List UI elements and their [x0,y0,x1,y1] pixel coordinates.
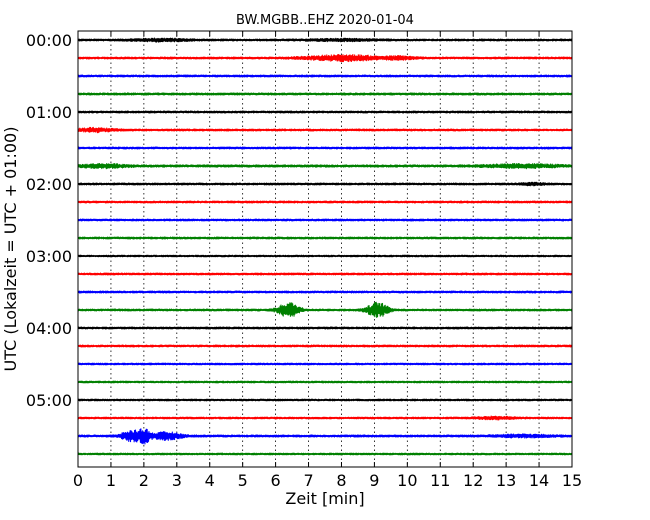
y-axis-ticks: 00:00 01:00 02:00 03:00 04:00 05:00 [26,31,572,410]
x-tick-label: 0 [73,471,83,490]
seismic-trace [77,37,573,43]
seismic-trace [77,254,573,258]
x-tick-label: 8 [336,471,346,490]
seismic-trace [77,110,573,114]
y-tick-label: 02:00 [26,175,72,194]
x-tick-label: 7 [303,471,313,490]
y-axis-label: UTC (Lokalzeit = UTC + 01:00) [1,127,20,372]
seismic-trace [77,380,573,384]
seismic-trace [77,326,573,330]
seismic-trace [77,290,573,294]
x-tick-label: 2 [139,471,149,490]
seismic-trace [77,162,573,170]
y-tick-label: 03:00 [26,247,72,266]
x-tick-label: 12 [463,471,483,490]
seismic-trace [77,428,573,445]
seismic-trace [77,415,573,421]
x-tick-label: 5 [238,471,248,490]
x-axis-ticks: 0 1 2 3 4 5 6 7 8 9 10 11 12 13 14 15 [73,31,582,490]
seismic-trace [77,398,573,402]
x-tick-label: 3 [172,471,182,490]
vertical-grid [110,31,540,467]
y-tick-label: 00:00 [26,31,72,50]
x-tick-label: 13 [496,471,516,490]
x-tick-label: 9 [369,471,379,490]
seismic-trace [77,272,573,276]
seismic-trace [77,92,573,96]
y-tick-label: 04:00 [26,319,72,338]
x-axis-label: Zeit [min] [285,489,364,508]
seismic-trace [77,236,573,240]
x-tick-label: 15 [562,471,582,490]
x-tick-label: 11 [430,471,450,490]
y-tick-label: 01:00 [26,103,72,122]
seismic-trace [77,452,573,456]
x-tick-label: 4 [205,471,215,490]
chart-title: BW.MGBB..EHZ 2020-01-04 [236,13,414,28]
seismic-trace [77,301,573,318]
seismic-trace [77,126,573,134]
x-tick-label: 1 [106,471,116,490]
y-tick-label: 05:00 [26,391,72,410]
seismic-trace [77,200,573,204]
plot-frame [77,30,573,468]
seismic-trace [77,218,573,222]
x-tick-label: 6 [271,471,281,490]
seismic-trace [77,74,573,78]
seismic-trace [77,181,573,187]
seismic-trace [77,344,573,348]
seismic-trace [77,146,573,150]
x-tick-label: 10 [397,471,417,490]
traces [77,37,573,456]
seismic-trace [77,53,573,63]
x-tick-label: 14 [529,471,549,490]
seismic-trace [77,362,573,366]
